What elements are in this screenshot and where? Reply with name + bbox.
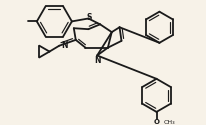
Text: CH₃: CH₃: [163, 120, 175, 125]
Text: S: S: [87, 13, 92, 22]
Text: O: O: [153, 119, 159, 125]
Text: N: N: [61, 41, 68, 50]
Text: N: N: [94, 56, 100, 65]
